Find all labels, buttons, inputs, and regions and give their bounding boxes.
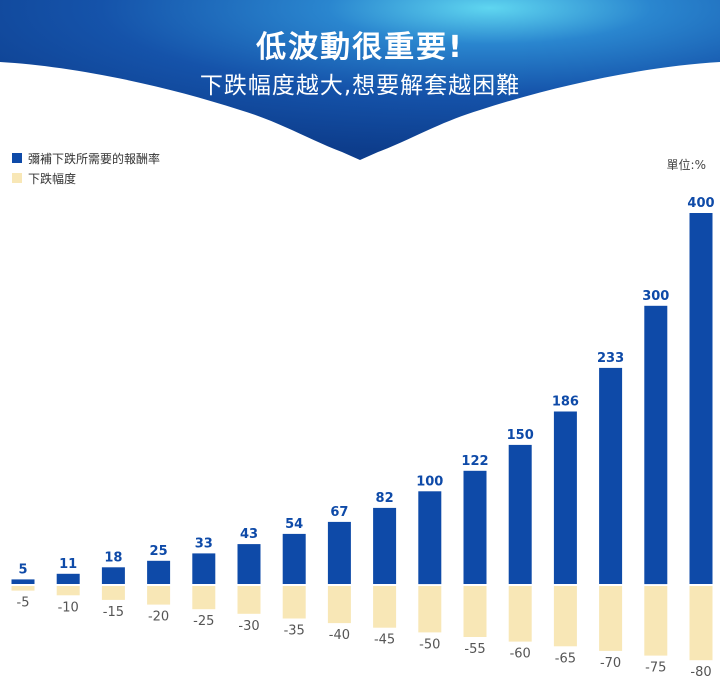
bar-drop — [373, 586, 397, 628]
bar-recovery — [192, 553, 216, 584]
bar-recovery — [418, 491, 442, 585]
unit-label: 單位:% — [666, 158, 706, 172]
data-label-recovery: 82 — [376, 491, 394, 506]
legend-swatch-drop — [12, 173, 22, 183]
data-label-recovery: 43 — [240, 527, 258, 542]
header-banner — [0, 0, 720, 160]
data-label-drop: -45 — [374, 633, 395, 648]
bar-recovery — [101, 567, 125, 584]
data-label-recovery: 186 — [552, 395, 579, 410]
bar-drop — [11, 586, 35, 591]
bar-drop — [463, 586, 487, 637]
page-subtitle: 下跌幅度越大,想要解套越困難 — [199, 73, 521, 99]
bar-recovery — [147, 560, 171, 584]
bar-drop — [147, 586, 171, 605]
bar-recovery — [56, 573, 80, 584]
data-label-recovery: 233 — [597, 351, 624, 366]
data-label-drop: -15 — [103, 605, 124, 620]
data-label-recovery: 25 — [150, 544, 168, 559]
data-label-drop: -30 — [238, 619, 259, 634]
data-label-recovery: 5 — [18, 562, 27, 577]
bar-recovery — [689, 213, 713, 584]
data-label-drop: -65 — [555, 651, 576, 666]
bar-drop — [418, 586, 442, 633]
data-label-recovery: 33 — [195, 536, 213, 551]
data-label-recovery: 122 — [461, 454, 488, 469]
bar-recovery — [508, 444, 532, 584]
data-label-recovery: 400 — [687, 196, 714, 211]
data-label-drop: -5 — [17, 596, 30, 611]
data-label-recovery: 54 — [285, 517, 303, 532]
bar-recovery — [327, 521, 351, 584]
bar-drop — [599, 586, 623, 651]
bar-drop — [282, 586, 306, 619]
data-label-recovery: 11 — [59, 557, 77, 572]
legend-item-drop: 下跌幅度 — [12, 168, 160, 188]
data-label-drop: -35 — [284, 624, 305, 639]
legend-label-recovery: 彌補下跌所需要的報酬率 — [28, 151, 161, 166]
data-label-recovery: 150 — [507, 428, 534, 443]
bar-drop — [192, 586, 216, 610]
bar-drop — [644, 586, 668, 656]
page-title: 低波動很重要! — [256, 30, 464, 65]
bar-recovery — [282, 533, 306, 584]
bar-drop — [689, 586, 713, 661]
legend-item-recovery: 彌補下跌所需要的報酬率 — [12, 148, 160, 168]
data-label-drop: -80 — [690, 665, 711, 680]
data-label-recovery: 18 — [104, 550, 122, 565]
banner-shape — [0, 0, 720, 160]
bar-drop — [56, 586, 80, 596]
bar-drop — [101, 586, 125, 600]
data-label-drop: -50 — [419, 637, 440, 652]
data-label-drop: -55 — [464, 642, 485, 657]
bar-recovery — [599, 367, 623, 584]
bar-drop — [237, 586, 261, 614]
data-label-drop: -20 — [148, 610, 169, 625]
data-label-recovery: 67 — [330, 505, 348, 520]
data-label-drop: -70 — [600, 656, 621, 671]
bar-drop — [553, 586, 577, 647]
chart-legend: 彌補下跌所需要的報酬率 下跌幅度 — [12, 148, 160, 188]
bar-recovery — [644, 305, 668, 585]
data-label-drop: -25 — [193, 614, 214, 629]
bar-drop — [508, 586, 532, 642]
data-label-drop: -75 — [645, 661, 666, 676]
data-label-drop: -60 — [510, 647, 531, 662]
bar-recovery — [553, 411, 577, 584]
legend-swatch-recovery — [12, 153, 22, 163]
data-label-drop: -40 — [329, 628, 350, 643]
bar-recovery — [11, 579, 35, 584]
bar-recovery — [463, 470, 487, 584]
bar-drop — [327, 586, 351, 624]
data-label-recovery: 100 — [416, 474, 443, 489]
bar-recovery — [237, 544, 261, 584]
bar-recovery — [373, 507, 397, 584]
data-label-recovery: 300 — [642, 289, 669, 304]
data-label-drop: -10 — [58, 600, 79, 615]
legend-label-drop: 下跌幅度 — [28, 171, 77, 186]
